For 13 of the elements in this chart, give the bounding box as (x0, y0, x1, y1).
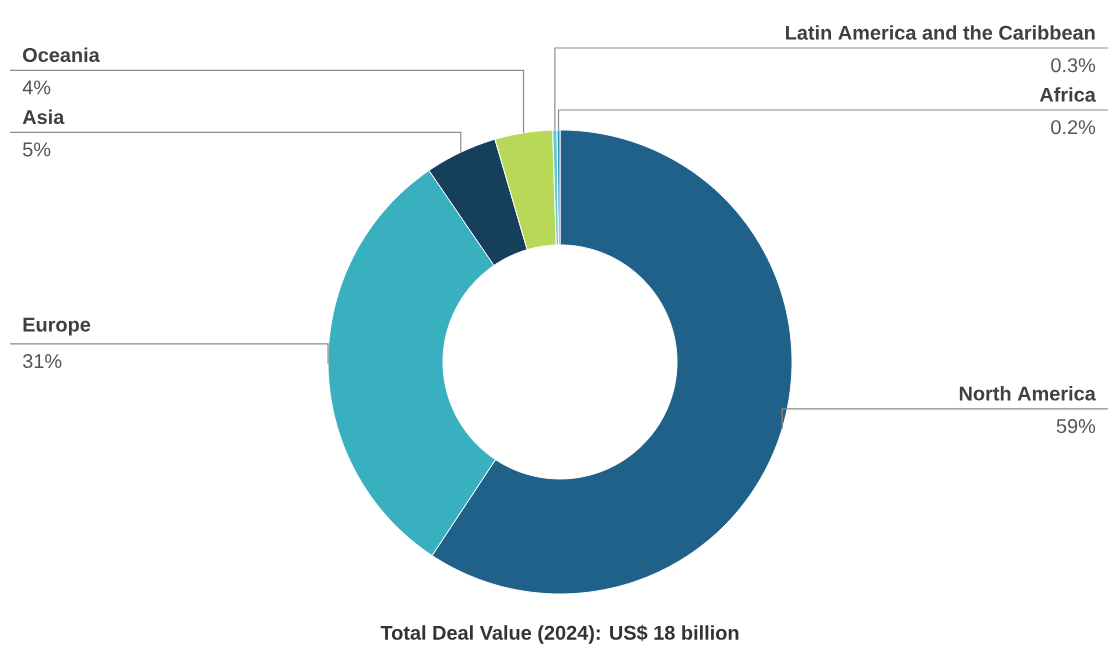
text: Total Deal Value (2024): US$ 18 billion (380, 624, 739, 644)
slice-label: Latin America and the Caribbean (786, 25, 1095, 40)
data-label: 0.2% (1051, 120, 1096, 135)
slice-label: Europe (23, 317, 91, 336)
slice-label: Oceania (23, 47, 100, 63)
data-label: 0.3% (1051, 58, 1096, 73)
data-label: 31% (22, 354, 62, 369)
slice-label: Africa (1039, 87, 1096, 102)
data-label: 5% (23, 142, 51, 157)
slice-label: Asia (22, 109, 65, 125)
data-label: 4% (22, 80, 51, 95)
data-label: 59% (1056, 418, 1096, 434)
slice-label: North America (959, 385, 1096, 401)
